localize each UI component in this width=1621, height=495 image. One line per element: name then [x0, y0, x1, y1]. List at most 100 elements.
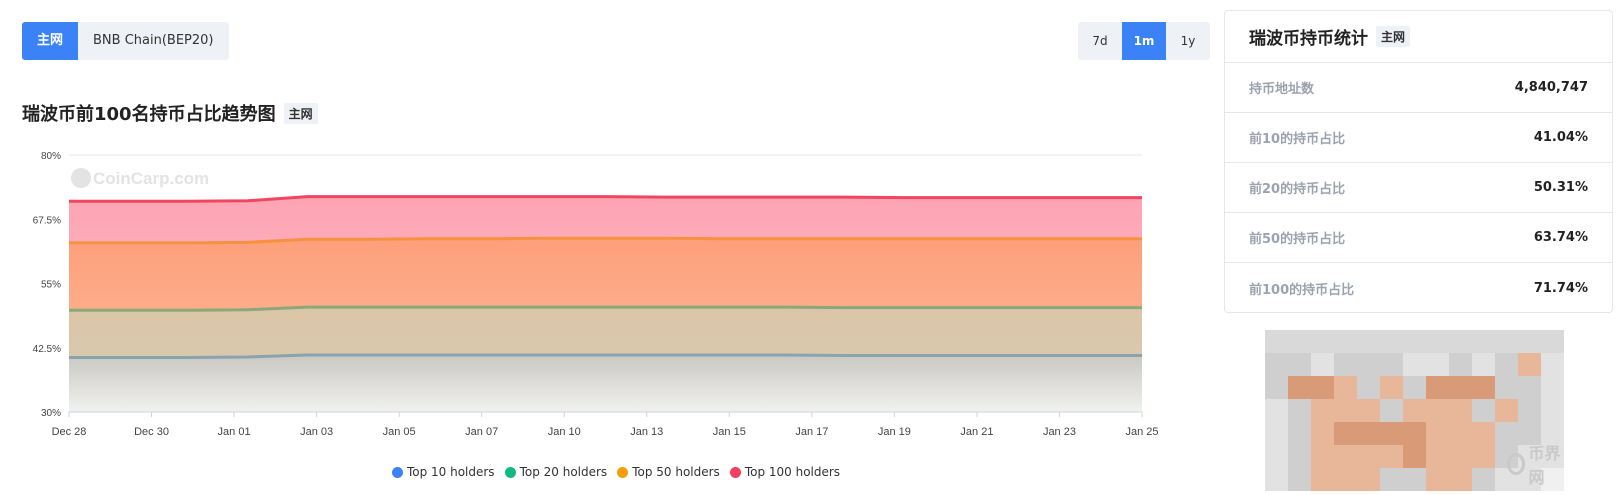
ad-pixel	[1495, 376, 1518, 399]
chart-title: 瑞波币前100名持币占比趋势图	[22, 104, 276, 125]
tab-range-7d[interactable]: 7d	[1078, 22, 1122, 60]
ad-banner[interactable]: 币界网	[1265, 330, 1564, 495]
ad-pixel	[1334, 445, 1357, 468]
x-tick-label: Jan 19	[878, 426, 911, 438]
ad-pixel	[1403, 468, 1426, 491]
legend-dot-icon	[617, 466, 629, 478]
ad-pixel	[1472, 376, 1495, 399]
x-tick-label: Jan 15	[713, 426, 746, 438]
ad-pixel	[1472, 353, 1495, 376]
x-tick-label: Jan 01	[218, 426, 251, 438]
ad-pixel	[1288, 468, 1311, 491]
legend-dot-icon	[504, 466, 516, 478]
ad-pixel	[1265, 376, 1288, 399]
range-tabs: 7d 1m 1y	[1078, 22, 1210, 60]
legend-item[interactable]: Top 50 holders	[617, 465, 720, 479]
ad-pixel	[1311, 422, 1334, 445]
ad-pixel	[1541, 376, 1564, 399]
ad-pixel	[1518, 376, 1541, 399]
chart-panel: 主网 BNB Chain(BEP20) 7d 1m 1y 瑞波币前100名持币占…	[22, 0, 1210, 495]
ad-pixel	[1265, 468, 1288, 491]
ad-pixel	[1311, 353, 1334, 376]
stat-label: 前10的持币占比	[1249, 132, 1346, 147]
ad-pixel	[1541, 468, 1564, 491]
ad-pixel	[1311, 376, 1334, 399]
legend-dot-icon	[729, 466, 741, 478]
x-tick-label: Dec 28	[52, 426, 87, 438]
ad-pixel	[1449, 376, 1472, 399]
chart-network-badge: 主网	[283, 102, 318, 124]
legend-label: Top 50 holders	[632, 465, 720, 479]
legend-label: Top 10 holders	[406, 465, 495, 479]
ad-pixel	[1472, 445, 1495, 468]
ad-pixel	[1541, 330, 1564, 353]
ad-pixel	[1541, 445, 1564, 468]
ad-pixel	[1518, 330, 1541, 353]
x-tick-label: Jan 07	[465, 426, 498, 438]
ad-pixel	[1403, 445, 1426, 468]
ad-pixel	[1334, 422, 1357, 445]
legend-label: Top 100 holders	[744, 465, 841, 479]
y-tick-label: 55%	[41, 280, 61, 291]
legend-item[interactable]: Top 100 holders	[729, 465, 841, 479]
stat-value: 41.04%	[1533, 130, 1588, 145]
ad-pixel	[1265, 399, 1288, 422]
ad-pixel	[1357, 330, 1380, 353]
ad-pixel	[1426, 445, 1449, 468]
ad-pixel	[1311, 468, 1334, 491]
ad-pixel	[1426, 422, 1449, 445]
stat-row-top50: 前50的持币占比 63.74%	[1225, 213, 1612, 263]
watermark-text: CoinCarp.com	[93, 169, 209, 188]
ad-pixel	[1449, 399, 1472, 422]
ad-pixel	[1288, 353, 1311, 376]
ad-pixel	[1380, 422, 1403, 445]
ad-pixel	[1403, 353, 1426, 376]
area-top-10-holders	[69, 354, 1142, 412]
chart-legend: Top 10 holders Top 20 holders Top 50 holde…	[22, 465, 1210, 479]
ad-pixel	[1380, 445, 1403, 468]
ad-pixel	[1449, 353, 1472, 376]
ad-pixel	[1311, 445, 1334, 468]
tab-range-1m[interactable]: 1m	[1122, 22, 1166, 60]
ad-pixel	[1380, 399, 1403, 422]
ad-pixel	[1449, 468, 1472, 491]
ad-pixel	[1334, 468, 1357, 491]
tab-mainnet[interactable]: 主网	[22, 22, 79, 60]
ad-pixel	[1357, 468, 1380, 491]
ad-pixel	[1449, 330, 1472, 353]
line-top-20-holders	[69, 305, 1142, 312]
ad-pixel	[1288, 399, 1311, 422]
legend-item[interactable]: Top 10 holders	[391, 465, 495, 479]
ad-pixel	[1265, 445, 1288, 468]
ad-pixel	[1288, 330, 1311, 353]
x-tick-label: Dec 30	[134, 426, 169, 438]
x-tick-label: Jan 21	[960, 426, 993, 438]
ad-pixel	[1495, 399, 1518, 422]
ad-pixel	[1495, 330, 1518, 353]
ad-pixel	[1403, 330, 1426, 353]
stats-card-title: 瑞波币持币统计	[1249, 29, 1368, 49]
legend-item[interactable]: Top 20 holders	[504, 465, 607, 479]
stats-card-header: 瑞波币持币统计 主网	[1225, 11, 1612, 63]
stats-network-badge: 主网	[1376, 26, 1411, 47]
ad-logo-icon	[1507, 453, 1525, 475]
ad-pixel	[1265, 422, 1288, 445]
ad-pixel	[1472, 330, 1495, 353]
stat-label: 前20的持币占比	[1249, 182, 1346, 197]
y-tick-label: 30%	[41, 408, 61, 419]
ad-pixel	[1403, 422, 1426, 445]
tab-range-1y[interactable]: 1y	[1166, 22, 1210, 60]
ad-pixel	[1495, 422, 1518, 445]
y-tick-label: 80%	[41, 151, 61, 162]
ad-pixel	[1357, 399, 1380, 422]
ad-pixel	[1449, 422, 1472, 445]
y-tick-label: 67.5%	[33, 215, 61, 226]
line-top-10-holders	[69, 353, 1142, 360]
ad-pixel	[1334, 399, 1357, 422]
stat-value: 71.74%	[1533, 280, 1588, 296]
ad-pixel	[1288, 445, 1311, 468]
ad-pixel	[1334, 353, 1357, 376]
tab-bnb-chain[interactable]: BNB Chain(BEP20)	[78, 22, 229, 60]
x-tick-label: Jan 25	[1125, 426, 1158, 438]
ad-pixel	[1426, 468, 1449, 491]
